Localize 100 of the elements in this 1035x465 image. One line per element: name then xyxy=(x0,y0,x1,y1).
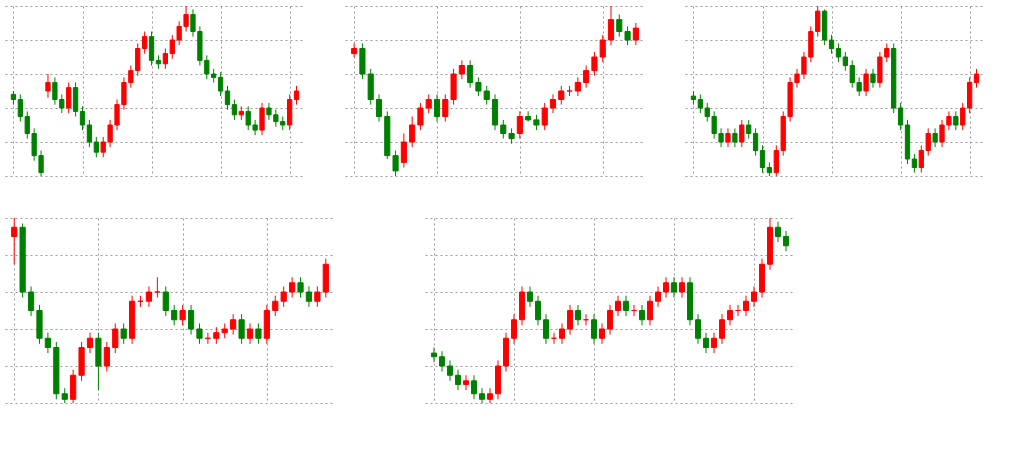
candlestick xyxy=(647,295,653,326)
candlestick xyxy=(558,85,565,106)
candlestick xyxy=(471,374,477,400)
candlestick xyxy=(732,127,738,148)
candlestick xyxy=(632,22,639,46)
candlestick xyxy=(230,313,237,336)
candlestick xyxy=(516,110,523,140)
candlestick xyxy=(45,73,51,99)
candlestick xyxy=(870,68,876,89)
candlestick xyxy=(187,304,195,336)
candlestick xyxy=(541,102,548,131)
candlestick xyxy=(615,295,621,317)
candlestick xyxy=(86,119,93,148)
candlestick xyxy=(72,82,79,117)
candlestick xyxy=(746,119,752,140)
candlestick xyxy=(897,102,904,131)
candlestick xyxy=(559,322,565,345)
candlestick xyxy=(246,322,254,345)
candlestick xyxy=(525,110,532,123)
candlestick xyxy=(375,93,383,123)
candlestick xyxy=(463,374,469,391)
candlestick xyxy=(171,304,178,326)
candlestick xyxy=(607,304,613,336)
candlestick xyxy=(120,322,127,345)
candlestick xyxy=(259,102,265,136)
candlestick xyxy=(703,332,709,354)
candlestick xyxy=(863,68,869,97)
candlestick xyxy=(487,387,493,404)
candlestick xyxy=(467,59,474,89)
candlestick xyxy=(727,304,733,326)
candlestick xyxy=(543,313,549,345)
candlestick xyxy=(775,221,781,243)
candlestick xyxy=(458,59,465,80)
candlestick xyxy=(224,85,231,111)
candlestick xyxy=(835,42,842,63)
candlestick xyxy=(583,65,590,89)
candlestick xyxy=(535,295,541,326)
candlestick xyxy=(751,285,757,308)
candlestick xyxy=(639,304,645,326)
candlestick xyxy=(828,34,835,55)
candlestick xyxy=(623,295,629,317)
candlestick xyxy=(549,93,557,114)
candlestick xyxy=(591,313,597,345)
candlestick xyxy=(11,217,18,265)
candlestick xyxy=(911,153,918,174)
candlestick xyxy=(79,105,86,131)
candlestick xyxy=(511,313,517,345)
candlestick xyxy=(44,332,51,354)
candlestick xyxy=(574,76,581,97)
candlestick xyxy=(759,144,766,174)
candlestick xyxy=(293,85,300,106)
candlestick xyxy=(725,127,731,148)
candlestick xyxy=(932,127,938,148)
candlestick xyxy=(433,93,441,123)
candlestick xyxy=(314,285,321,308)
candlestick xyxy=(607,5,615,46)
candlestick xyxy=(671,276,677,299)
candlestick xyxy=(196,322,203,345)
candlestick xyxy=(103,341,110,373)
candlestick xyxy=(783,230,789,252)
candlestick xyxy=(409,116,416,148)
candlestick xyxy=(238,313,245,345)
candlestick xyxy=(752,127,759,157)
candlestick xyxy=(148,31,155,66)
candlestick xyxy=(679,276,685,299)
candlestick xyxy=(255,322,262,345)
candlestick xyxy=(695,313,701,345)
candlestick xyxy=(655,285,661,308)
candlestick xyxy=(86,332,94,354)
candlestick xyxy=(162,285,169,317)
candlestick xyxy=(663,276,669,299)
candlestick xyxy=(154,276,161,299)
candlestick xyxy=(599,322,605,345)
candlestick xyxy=(739,119,745,148)
candlestick xyxy=(743,295,749,317)
candlestick xyxy=(305,285,313,308)
candlestick xyxy=(231,99,238,121)
candlestick xyxy=(567,304,573,336)
candlestick xyxy=(217,71,224,97)
candlestick xyxy=(711,332,717,354)
candlestick xyxy=(431,347,437,363)
candlestick xyxy=(93,136,99,158)
candlestick xyxy=(973,68,980,89)
candlestick xyxy=(447,359,453,382)
candlestick xyxy=(145,285,153,308)
candlestick xyxy=(455,369,461,391)
candlestick xyxy=(719,313,725,345)
candlestick xyxy=(66,82,72,114)
candlestick xyxy=(575,304,581,326)
candlestick xyxy=(112,322,119,354)
candlestick xyxy=(289,276,296,299)
candlestick xyxy=(479,387,485,404)
candlestick xyxy=(351,42,358,58)
candlestick xyxy=(953,110,959,131)
candlestick xyxy=(400,133,407,168)
candlestick xyxy=(527,285,533,308)
candlestick xyxy=(439,350,445,373)
candlestick xyxy=(27,285,35,317)
candlestick xyxy=(297,276,304,299)
candlestick xyxy=(179,304,186,326)
